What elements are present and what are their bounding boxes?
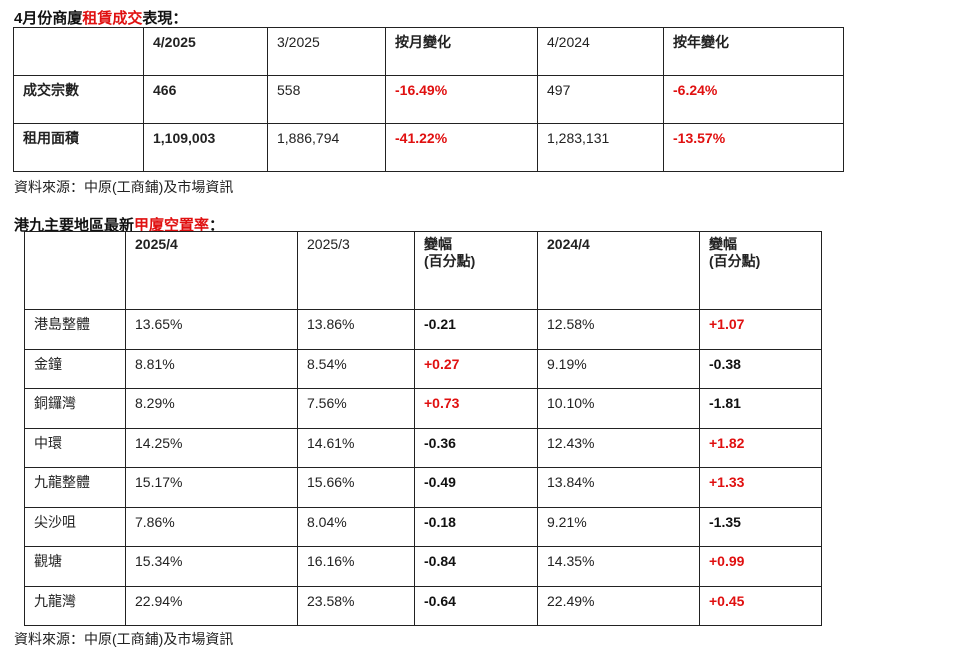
cell-prev-month: 558	[267, 75, 386, 124]
district-name: 港島整體	[24, 309, 126, 350]
district-name: 九龍灣	[24, 585, 126, 626]
row-label: 租用面積	[13, 123, 144, 172]
vacancy-2025-4: 8.29%	[125, 388, 298, 429]
cell-prev-month: 1,886,794	[267, 123, 386, 172]
vacancy-2024-4: 13.84%	[537, 467, 700, 508]
vacancy-2025-3: 14.61%	[297, 427, 415, 468]
cell-current: 466	[143, 75, 268, 124]
district-name: 金鐘	[24, 348, 126, 389]
table-row: 中環 14.25% 14.61% -0.36 12.43% +1.82	[24, 427, 822, 468]
vacancy-2025-4: 7.86%	[125, 506, 298, 547]
change-mom: -0.36	[414, 427, 538, 468]
district-name: 銅鑼灣	[24, 388, 126, 429]
table2-title-suffix: ：	[209, 217, 225, 234]
table1-title: 4月份商廈租賃成交表現：	[14, 7, 187, 28]
table-row: 銅鑼灣 8.29% 7.56% +0.73 10.10% -1.81	[24, 388, 822, 429]
header-cell: 2025/3	[297, 231, 415, 310]
change-yoy: -0.38	[699, 348, 822, 389]
vacancy-2024-4: 9.21%	[537, 506, 700, 547]
table-row: 金鐘 8.81% 8.54% +0.27 9.19% -0.38	[24, 348, 822, 389]
vacancy-2024-4: 12.43%	[537, 427, 700, 468]
table1-title-prefix: 4月份商廈	[14, 10, 83, 27]
table-row: 成交宗數 466 558 -16.49% 497 -6.24%	[13, 75, 844, 124]
header-cell: 3/2025	[267, 27, 386, 76]
header-cell: 2024/4	[537, 231, 700, 310]
vacancy-2025-3: 16.16%	[297, 546, 415, 587]
table2-title-prefix: 港九主要地區最新	[14, 217, 135, 234]
table2-title-highlight: 甲廈空置率	[134, 217, 210, 234]
row-label: 成交宗數	[13, 75, 144, 124]
table-row: 觀塘 15.34% 16.16% -0.84 14.35% +0.99	[24, 546, 822, 587]
vacancy-2025-3: 8.54%	[297, 348, 415, 389]
district-name: 觀塘	[24, 546, 126, 587]
vacancy-2024-4: 14.35%	[537, 546, 700, 587]
change-mom: -0.49	[414, 467, 538, 508]
vacancy-2024-4: 22.49%	[537, 585, 700, 626]
vacancy-2025-4: 22.94%	[125, 585, 298, 626]
header-cell: 變幅 (百分點)	[414, 231, 538, 310]
change-yoy: +0.45	[699, 585, 822, 626]
vacancy-2025-3: 15.66%	[297, 467, 415, 508]
leasing-table: 4/2025 3/2025 按月變化 4/2024 按年變化 成交宗數 466 …	[13, 27, 844, 172]
cell-mom: -41.22%	[385, 123, 538, 172]
vacancy-2025-4: 13.65%	[125, 309, 298, 350]
header-cell	[13, 27, 144, 76]
table-row: 尖沙咀 7.86% 8.04% -0.18 9.21% -1.35	[24, 506, 822, 547]
header-cell	[24, 231, 126, 310]
header-cell: 按年變化	[663, 27, 844, 76]
vacancy-2024-4: 12.58%	[537, 309, 700, 350]
district-name: 中環	[24, 427, 126, 468]
change-yoy: -1.81	[699, 388, 822, 429]
change-mom: -0.84	[414, 546, 538, 587]
table-header-row: 4/2025 3/2025 按月變化 4/2024 按年變化	[13, 27, 844, 76]
table1-title-highlight: 租賃成交	[82, 10, 143, 27]
vacancy-2025-4: 15.17%	[125, 467, 298, 508]
vacancy-2025-3: 13.86%	[297, 309, 415, 350]
table-row: 九龍灣 22.94% 23.58% -0.64 22.49% +0.45	[24, 585, 822, 626]
change-yoy: +1.07	[699, 309, 822, 350]
table2-title: 港九主要地區最新甲廈空置率：	[14, 214, 224, 235]
vacancy-2024-4: 10.10%	[537, 388, 700, 429]
header-cell: 變幅 (百分點)	[699, 231, 822, 310]
vacancy-2025-4: 8.81%	[125, 348, 298, 389]
cell-yoy: -13.57%	[663, 123, 844, 172]
header-cell: 4/2025	[143, 27, 268, 76]
change-yoy: +1.33	[699, 467, 822, 508]
cell-yoy: -6.24%	[663, 75, 844, 124]
vacancy-table: 2025/4 2025/3 變幅 (百分點) 2024/4 變幅 (百分點) 港…	[24, 231, 822, 626]
table-header-row: 2025/4 2025/3 變幅 (百分點) 2024/4 變幅 (百分點)	[24, 231, 822, 310]
table-row: 租用面積 1,109,003 1,886,794 -41.22% 1,283,1…	[13, 123, 844, 172]
change-yoy: -1.35	[699, 506, 822, 547]
cell-prev-year: 497	[537, 75, 664, 124]
change-mom: +0.27	[414, 348, 538, 389]
cell-mom: -16.49%	[385, 75, 538, 124]
header-cell: 4/2024	[537, 27, 664, 76]
table1-title-suffix: 表現：	[142, 10, 188, 27]
change-yoy: +1.82	[699, 427, 822, 468]
vacancy-2025-3: 23.58%	[297, 585, 415, 626]
cell-current: 1,109,003	[143, 123, 268, 172]
cell-prev-year: 1,283,131	[537, 123, 664, 172]
vacancy-2025-4: 15.34%	[125, 546, 298, 587]
vacancy-2025-3: 7.56%	[297, 388, 415, 429]
vacancy-2025-3: 8.04%	[297, 506, 415, 547]
table-row: 九龍整體 15.17% 15.66% -0.49 13.84% +1.33	[24, 467, 822, 508]
change-mom: -0.18	[414, 506, 538, 547]
table2-source: 資料來源：中原(工商鋪)及市場資訊	[14, 631, 234, 647]
change-mom: -0.64	[414, 585, 538, 626]
vacancy-2025-4: 14.25%	[125, 427, 298, 468]
header-cell: 2025/4	[125, 231, 298, 310]
change-mom: -0.21	[414, 309, 538, 350]
header-cell: 按月變化	[385, 27, 538, 76]
table1-source: 資料來源：中原(工商鋪)及市場資訊	[14, 179, 234, 195]
district-name: 尖沙咀	[24, 506, 126, 547]
vacancy-2024-4: 9.19%	[537, 348, 700, 389]
change-yoy: +0.99	[699, 546, 822, 587]
table-row: 港島整體 13.65% 13.86% -0.21 12.58% +1.07	[24, 309, 822, 350]
district-name: 九龍整體	[24, 467, 126, 508]
change-mom: +0.73	[414, 388, 538, 429]
